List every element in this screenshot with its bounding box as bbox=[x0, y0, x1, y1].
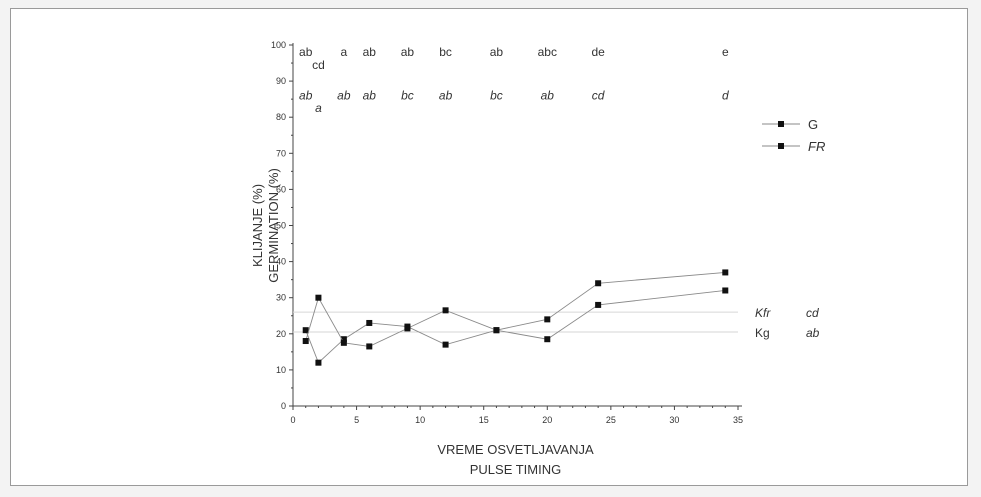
significance-letter: bc bbox=[439, 45, 452, 59]
data-point-G bbox=[315, 359, 322, 366]
significance-letter: bc bbox=[490, 89, 503, 103]
axis-titles: VREME OSVETLJAVANJA PULSE TIMING KLIJANJE … bbox=[250, 168, 594, 477]
data-point-FR bbox=[595, 301, 602, 308]
x-tick-label: 35 bbox=[733, 415, 743, 425]
series-lines bbox=[302, 269, 729, 366]
y-tick-label: 20 bbox=[276, 329, 286, 339]
series-line-FR bbox=[305, 290, 726, 347]
y-tick-label: 50 bbox=[276, 221, 286, 231]
x-tick-label: 30 bbox=[669, 415, 679, 425]
significance-letter: ab bbox=[439, 89, 453, 103]
y-axis-title-line-0: KLIJANJE (%) bbox=[250, 184, 265, 267]
significance-letter: ab bbox=[363, 45, 377, 59]
reference-letter-0: cd bbox=[806, 306, 819, 320]
y-tick-label: 40 bbox=[276, 257, 286, 267]
significance-letter: a bbox=[315, 101, 322, 115]
y-tick-label: 60 bbox=[276, 184, 286, 194]
data-point-FR bbox=[340, 339, 347, 346]
data-point-G bbox=[544, 316, 551, 323]
y-tick-label: 30 bbox=[276, 293, 286, 303]
data-point-G bbox=[302, 327, 309, 334]
significance-letter: de bbox=[591, 45, 605, 59]
y-tick-label: 0 bbox=[281, 401, 286, 411]
reference-label-1: Kg bbox=[755, 326, 770, 340]
x-axis-title-line-0: VREME OSVETLJAVANJA bbox=[437, 442, 594, 457]
y-axis-title-line-1: GERMINATION (%) bbox=[266, 168, 281, 283]
significance-letter: ab bbox=[490, 45, 504, 59]
legend-label-FR: FR bbox=[808, 139, 825, 154]
y-tick-label: 100 bbox=[271, 40, 286, 50]
significance-letter: a bbox=[341, 45, 348, 59]
x-tick-label: 10 bbox=[415, 415, 425, 425]
reference-letter-1: ab bbox=[806, 326, 820, 340]
legend-marker-FR bbox=[778, 143, 784, 149]
data-point-FR bbox=[442, 307, 449, 314]
data-point-G bbox=[442, 341, 449, 348]
y-tick-label: 80 bbox=[276, 112, 286, 122]
legend-label-G: G bbox=[808, 117, 818, 132]
significance-letter: ab bbox=[299, 89, 313, 103]
data-point-G bbox=[366, 319, 373, 326]
significance-letter: cd bbox=[312, 58, 325, 72]
y-tick-label: 90 bbox=[276, 76, 286, 86]
legend: G FR bbox=[762, 117, 825, 154]
data-point-FR bbox=[315, 294, 322, 301]
x-tick-label: 15 bbox=[479, 415, 489, 425]
significance-letter: ab bbox=[401, 45, 415, 59]
reference-lines: Kfr cd Kg ab bbox=[293, 306, 820, 340]
significance-letter: d bbox=[722, 89, 729, 103]
significance-letter: abc bbox=[538, 45, 557, 59]
data-point-FR bbox=[544, 336, 551, 343]
x-tick-label: 0 bbox=[290, 415, 295, 425]
data-point-G bbox=[340, 336, 347, 343]
data-point-FR bbox=[302, 338, 309, 345]
x-axis-title-line-1: PULSE TIMING bbox=[470, 462, 562, 477]
series-line-G bbox=[305, 271, 726, 364]
x-tick-label: 5 bbox=[354, 415, 359, 425]
x-tick-label: 20 bbox=[542, 415, 552, 425]
data-point-FR bbox=[404, 325, 411, 332]
significance-letter: bc bbox=[401, 89, 414, 103]
data-point-G bbox=[722, 269, 729, 276]
x-tick-label: 25 bbox=[606, 415, 616, 425]
legend-marker-G bbox=[778, 121, 784, 127]
reference-label-0: Kfr bbox=[755, 306, 771, 320]
significance-letter: e bbox=[722, 45, 729, 59]
data-point-FR bbox=[493, 327, 500, 334]
data-point-G bbox=[595, 280, 602, 287]
axes: 0 10 20 30 40 50 60 70 80 90 100 0 5 10 15 20 25 30 35 bbox=[271, 40, 743, 425]
significance-letter: ab bbox=[299, 45, 313, 59]
y-tick-label: 70 bbox=[276, 148, 286, 158]
significance-letter: ab bbox=[337, 89, 351, 103]
data-point-FR bbox=[366, 343, 373, 350]
significance-letter: cd bbox=[592, 89, 605, 103]
data-point-FR bbox=[722, 287, 729, 294]
significance-letter: ab bbox=[541, 89, 555, 103]
significance-letter: ab bbox=[363, 89, 377, 103]
y-tick-label: 10 bbox=[276, 365, 286, 375]
